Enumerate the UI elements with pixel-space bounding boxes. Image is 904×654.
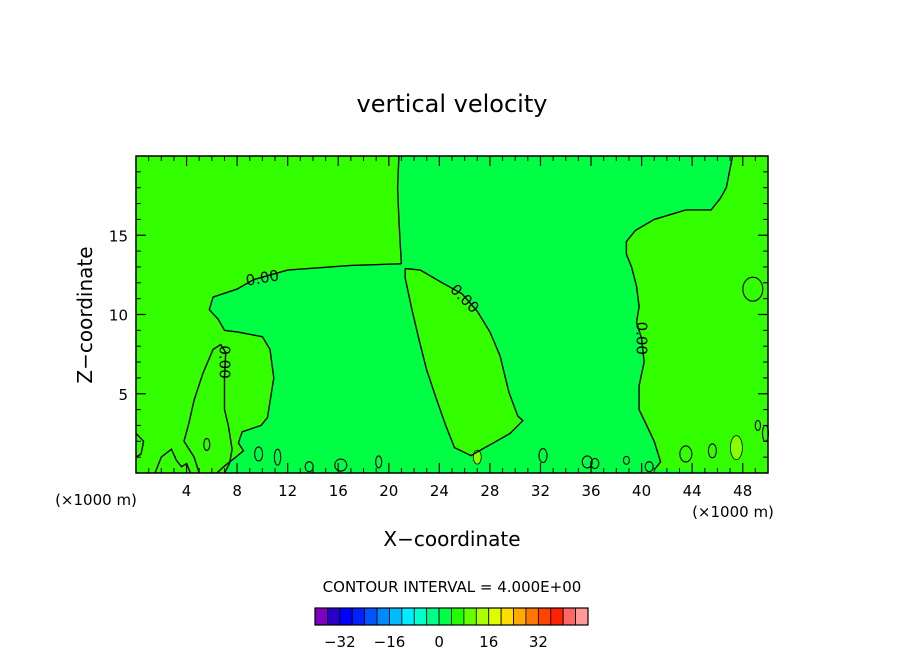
y-tick-label: 10 — [109, 307, 128, 325]
region-center — [405, 268, 523, 456]
colorbar-swatch — [327, 607, 341, 626]
contour-blob — [304, 461, 314, 473]
colorbar-swatch — [339, 607, 353, 626]
colorbar-tick-label: 16 — [479, 633, 498, 651]
contour-blob — [707, 443, 717, 459]
region-right — [626, 156, 768, 473]
chart-title: vertical velocity — [357, 90, 548, 118]
colorbar-swatch — [463, 607, 477, 626]
colorbar-swatch — [550, 607, 564, 626]
colorbar-swatch — [475, 607, 490, 626]
y-axis-ticks: 5 10 15 — [109, 171, 768, 458]
contour-label: 0.00 — [244, 266, 280, 290]
y-tick-label: 5 — [118, 386, 128, 404]
colorbar-frame — [314, 607, 589, 626]
contour-center-boundary — [404, 267, 524, 457]
colorbar-swatch — [525, 607, 539, 626]
x-unit-left: (×1000 m) — [55, 491, 137, 509]
colorbar-tick-label: −16 — [374, 633, 406, 651]
colorbar-tick-label: −32 — [324, 633, 356, 651]
contour-blob — [254, 446, 264, 462]
colorbar — [314, 607, 589, 626]
x-tick-label: 4 — [182, 482, 192, 500]
x-tick-label: 24 — [430, 482, 449, 500]
zero-contour-lines — [135, 155, 770, 474]
contour-blob — [754, 419, 762, 432]
colorbar-swatch — [451, 607, 465, 626]
x-axis-ticks: 4 8 12 16 20 24 28 32 36 40 44 48 — [148, 156, 756, 500]
contour-left-small-contours — [135, 432, 145, 458]
colorbar-swatch — [376, 607, 390, 626]
colorbar-swatch — [537, 607, 552, 626]
colorbar-swatch — [426, 607, 440, 626]
x-tick-label: 44 — [683, 482, 702, 500]
contour-blob — [679, 445, 693, 463]
contour-upper-left-boundary — [208, 263, 402, 474]
contour-vertical-divider — [396, 155, 403, 264]
contour-right-boundary — [625, 155, 734, 471]
colorbar-swatch — [351, 607, 366, 626]
y-axis-label: Z−coordinate — [73, 246, 97, 383]
contour-blob — [622, 455, 630, 465]
contour-blob — [538, 448, 548, 464]
x-tick-label: 12 — [278, 482, 297, 500]
x-tick-label: 40 — [632, 482, 651, 500]
colorbar-swatch — [413, 607, 428, 626]
colorbar-swatch — [575, 607, 589, 626]
contour-blob — [273, 448, 282, 466]
x-tick-label: 48 — [733, 482, 752, 500]
colorbar-swatch — [488, 607, 502, 626]
contour-blob — [742, 276, 764, 302]
region-left-tongue — [184, 344, 233, 473]
contour-interval-text: CONTOUR INTERVAL = 4.000E+00 — [323, 578, 582, 596]
x-tick-label: 16 — [329, 482, 348, 500]
colorbar-swatch — [562, 607, 576, 626]
contour-blob — [203, 437, 211, 452]
colorbar-swatch — [389, 607, 403, 626]
contour-blob — [334, 458, 348, 472]
colorbar-tick-labels: −32 −16 0 16 32 — [324, 633, 548, 651]
colorbar-swatch — [364, 607, 378, 626]
colorbar-tick-label: 0 — [434, 633, 444, 651]
colorbar-tick-label: 32 — [529, 633, 548, 651]
contour-blob — [375, 455, 383, 469]
x-tick-label: 32 — [531, 482, 550, 500]
region-strong-right — [730, 435, 743, 461]
x-axis-label: X−coordinate — [383, 527, 520, 551]
contour-label: 0.00 — [633, 322, 651, 355]
positive-velocity-regions — [136, 156, 768, 473]
contour-left-tongue-boundary — [183, 343, 233, 474]
y-tick-label: 15 — [109, 227, 128, 245]
contour-label: 0.00 — [215, 345, 233, 378]
colorbar-swatch — [500, 607, 514, 626]
x-tick-label: 28 — [480, 482, 499, 500]
colorbar-swatch — [513, 607, 527, 626]
contour-blob — [581, 455, 593, 469]
x-tick-label: 36 — [581, 482, 600, 500]
colorbar-swatch — [438, 607, 452, 626]
x-tick-label: 8 — [232, 482, 242, 500]
contour-blob — [644, 461, 654, 473]
colorbar-swatch — [314, 607, 328, 626]
x-unit-right: (×1000 m) — [692, 503, 774, 521]
colorbar-swatch — [401, 607, 415, 626]
plot-area: 0.000.000.000.00 — [135, 155, 770, 474]
x-tick-label: 20 — [379, 482, 398, 500]
